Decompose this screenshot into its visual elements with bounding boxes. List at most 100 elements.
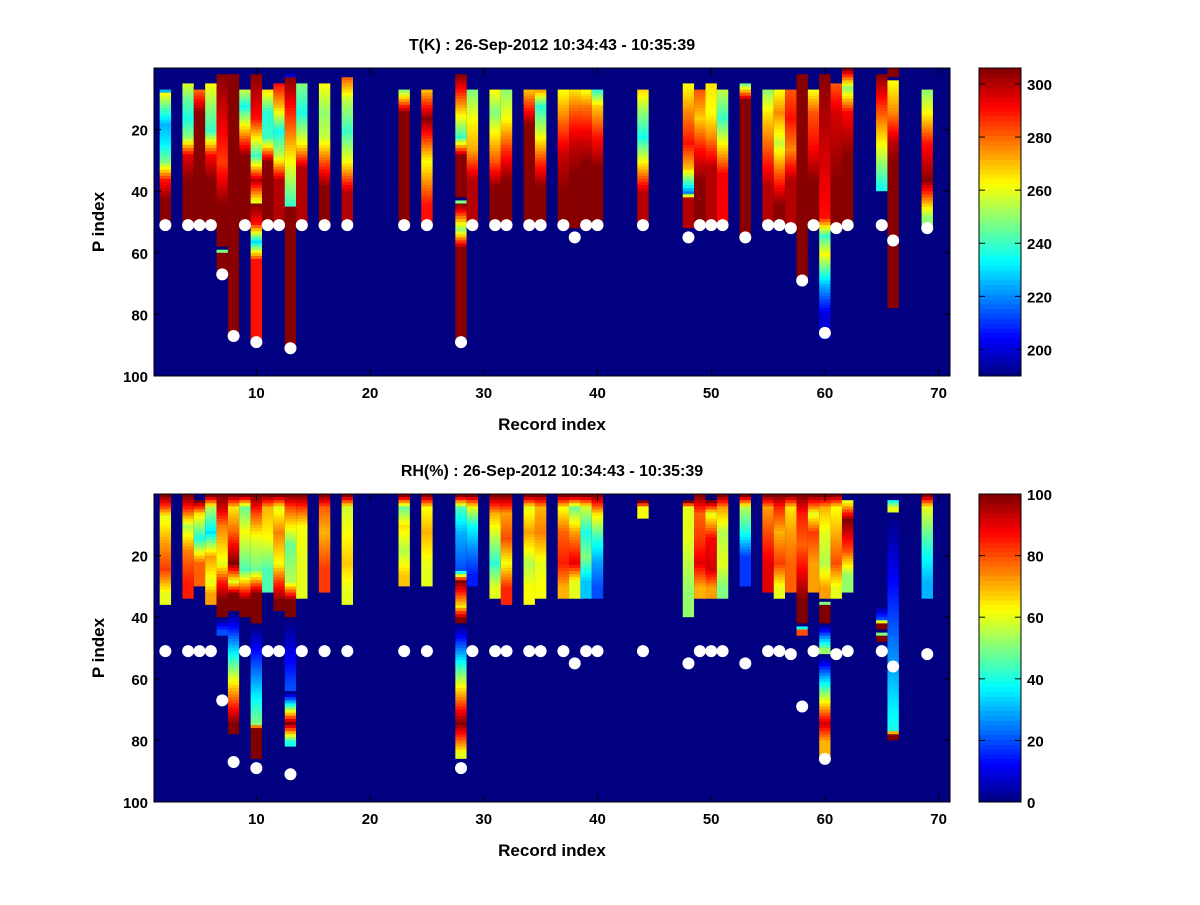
heatmap-cell (706, 262, 717, 265)
heatmap-cell (194, 157, 205, 160)
heatmap-cell (501, 290, 512, 293)
heatmap-cell (683, 354, 694, 357)
heatmap-cell (842, 163, 853, 166)
heatmap-cell (887, 262, 898, 265)
heatmap-cell (342, 302, 353, 305)
heatmap-cell (251, 308, 262, 311)
heatmap-cell (887, 194, 898, 197)
heatmap-cell (831, 191, 842, 194)
heatmap-cell (785, 120, 796, 123)
y-tick-label: 20 (131, 123, 148, 140)
heatmap-cell (194, 145, 205, 148)
heatmap-cell (808, 364, 819, 367)
heatmap-cell (683, 225, 694, 228)
heatmap-cell (785, 133, 796, 136)
heatmap-cell (717, 207, 728, 210)
heatmap-cell (535, 179, 546, 182)
heatmap-cell (467, 284, 478, 287)
heatmap-cell (205, 559, 216, 562)
heatmap-cell (558, 311, 569, 314)
heatmap-cell (796, 296, 807, 299)
heatmap-cell (774, 277, 785, 280)
record-column-35 (535, 86, 546, 376)
heatmap-cell (251, 364, 262, 367)
heatmap-cell (762, 120, 773, 123)
heatmap-cell (160, 546, 171, 549)
heatmap-cell (501, 271, 512, 274)
heatmap-cell (182, 599, 193, 602)
heatmap-cell (160, 213, 171, 216)
heatmap-cell (217, 321, 228, 324)
heatmap-cell (819, 247, 830, 250)
heatmap-cell (683, 204, 694, 207)
heatmap-cell (228, 114, 239, 117)
heatmap-cell (342, 83, 353, 86)
heatmap-cell (740, 163, 751, 166)
heatmap-cell (876, 351, 887, 354)
heatmap-cell (796, 120, 807, 123)
heatmap-cell (182, 685, 193, 688)
heatmap-cell (683, 274, 694, 277)
heatmap-cell (922, 290, 933, 293)
heatmap-cell (774, 123, 785, 126)
heatmap-cell (251, 290, 262, 293)
heatmap-cell (182, 302, 193, 305)
heatmap-cell (421, 339, 432, 342)
heatmap-cell (569, 284, 580, 287)
heatmap-cell (319, 160, 330, 163)
heatmap-cell (398, 321, 409, 324)
heatmap-cell (467, 210, 478, 213)
heatmap-cell (239, 330, 250, 333)
heatmap-cell (842, 271, 853, 274)
heatmap-cell (228, 74, 239, 77)
heatmap-cell (489, 364, 500, 367)
heatmap-cell (251, 219, 262, 222)
heatmap-cell (228, 626, 239, 629)
heatmap-cell (558, 287, 569, 290)
heatmap-cell (228, 345, 239, 348)
heatmap-cell (524, 200, 535, 203)
heatmap-cell (785, 358, 796, 361)
heatmap-cell (501, 348, 512, 351)
heatmap-cell (489, 287, 500, 290)
heatmap-cell (922, 364, 933, 367)
heatmap-cell (762, 157, 773, 160)
heatmap-cell (569, 182, 580, 185)
heatmap-cell (774, 182, 785, 185)
heatmap-cell (637, 345, 648, 348)
heatmap-cell (694, 200, 705, 203)
heatmap-cell (239, 317, 250, 320)
heatmap-cell (558, 247, 569, 250)
heatmap-cell (182, 743, 193, 746)
heatmap-cell (524, 191, 535, 194)
heatmap-cell (262, 311, 273, 314)
heatmap-cell (194, 336, 205, 339)
heatmap-cell (160, 170, 171, 173)
heatmap-cell (706, 90, 717, 93)
heatmap-cell (489, 262, 500, 265)
heatmap-cell (489, 160, 500, 163)
heatmap-cell (774, 200, 785, 203)
heatmap-cell (239, 577, 250, 580)
heatmap-cell (228, 342, 239, 345)
heatmap-cell (217, 123, 228, 126)
heatmap-cell (558, 154, 569, 157)
heatmap-cell (637, 262, 648, 265)
heatmap-cell (273, 102, 284, 105)
heatmap-cell (580, 160, 591, 163)
colorbar-strip (979, 265, 1021, 270)
heatmap-cell (785, 167, 796, 170)
heatmap-cell (319, 111, 330, 114)
heatmap-cell (296, 234, 307, 237)
heatmap-cell (808, 327, 819, 330)
heatmap-cell (194, 611, 205, 614)
heatmap-cell (842, 74, 853, 77)
heatmap-cell (489, 351, 500, 354)
heatmap-cell (398, 342, 409, 345)
heatmap-cell (922, 281, 933, 284)
heatmap-cell (592, 274, 603, 277)
heatmap-cell (637, 361, 648, 364)
heatmap-cell (683, 120, 694, 123)
heatmap-cell (694, 302, 705, 305)
heatmap-cell (637, 108, 648, 111)
